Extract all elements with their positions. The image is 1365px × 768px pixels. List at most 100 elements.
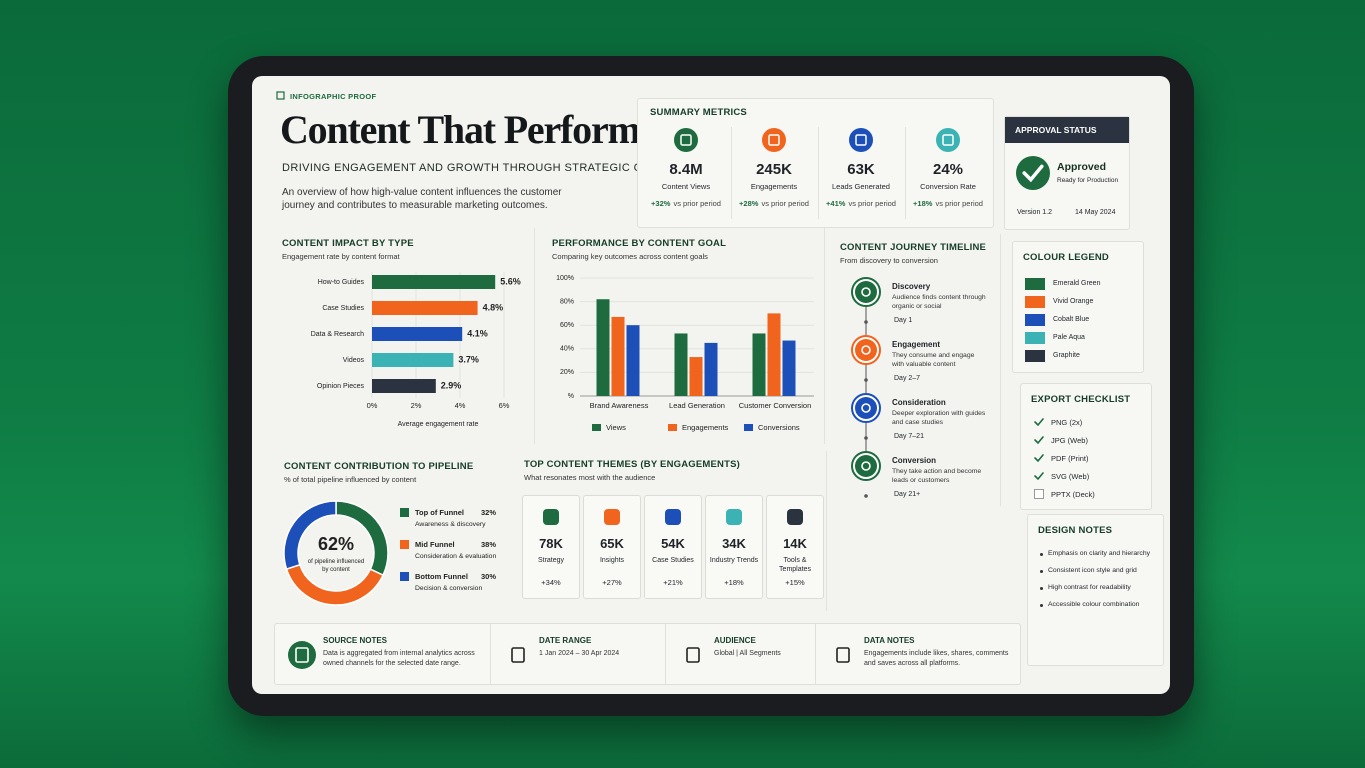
step-text: They consume and engage with valuable co… [892, 352, 975, 368]
metric-change-note: vs prior period [673, 199, 721, 208]
panel-title: TOP CONTENT THEMES (BY ENGAGEMENTS) [524, 459, 741, 470]
graphic [762, 128, 786, 152]
theme-card: 54K Case Studies +21% [644, 495, 702, 599]
graphic [787, 509, 803, 525]
screen: INFOGRAPHIC PROOF Content That Performs DR… [252, 76, 1170, 694]
legend-label: Top of Funnel [415, 508, 464, 517]
step-day: Day 21+ [894, 491, 921, 498]
metric: 24% Conversion Rate +18% vs prior period [905, 127, 990, 219]
theme-label: Insights [599, 557, 625, 564]
legend-swatch [400, 572, 409, 581]
graphic [1034, 436, 1044, 445]
panel-title: SUMMARY METRICS [650, 107, 747, 118]
chart-subtitle: Comparing key outcomes across content go… [552, 252, 708, 261]
chart-subtitle: % of total pipeline influenced by conten… [284, 475, 417, 484]
metric-icon [762, 128, 786, 152]
y-tick-label: Data & Research [311, 331, 364, 338]
graphic [726, 509, 742, 525]
x-tick-label: 2% [411, 401, 422, 410]
bar [596, 299, 610, 396]
y-tick-label: Case Studies [322, 305, 364, 312]
panel-title: EXPORT CHECKLIST [1031, 394, 1131, 405]
graphic [1034, 472, 1044, 481]
timeline-panel: CONTENT JOURNEY TIMELINE From discovery t… [830, 234, 1001, 506]
bar [704, 342, 718, 396]
legend-label: Bottom Funnel [415, 572, 468, 581]
footer-icon-glyph [836, 647, 850, 663]
design-note: Accessible colour combination [1048, 601, 1140, 608]
footer-title: DATA NOTES [864, 636, 915, 645]
step-title: Conversion [892, 456, 937, 465]
graphic [1034, 489, 1044, 499]
footer-icon [288, 641, 316, 669]
legend-value: 38% [481, 540, 496, 549]
colour-name: Graphite [1053, 352, 1080, 359]
graphic [604, 509, 620, 525]
colour-swatch [1025, 350, 1045, 362]
theme-value: 54K [661, 536, 685, 551]
footer-icon-glyph [511, 647, 525, 663]
metric-change-note: vs prior period [761, 199, 809, 208]
footer-item: SOURCE NOTES Data is aggregated from inte… [275, 624, 490, 684]
approval-version: Version 1.2 [1017, 209, 1053, 216]
chart-panel: PERFORMANCE BY CONTENT GOAL Comparing key… [542, 228, 825, 444]
export-panel: EXPORT CHECKLIST PNG (2x) JPG (Web) PDF (Pr… [1020, 383, 1152, 510]
colour-name: Emerald Green [1053, 280, 1101, 287]
design-notes-panel: DESIGN NOTES Emphasis on clarity and hier… [1027, 514, 1164, 666]
step-day: Day 2–7 [894, 375, 921, 382]
y-tick-label: 80% [560, 298, 574, 305]
footer-item: DATA NOTES Engagements include likes, sha… [815, 624, 1021, 684]
step-dot [864, 378, 868, 382]
theme-icon [604, 509, 620, 525]
approval-detail: Ready for Production [1057, 177, 1119, 184]
y-tick-label: 20% [560, 369, 574, 376]
bar [372, 301, 478, 315]
metric-label: Content Views [661, 182, 711, 191]
checklist-item: PPTX (Deck) [1051, 490, 1095, 499]
panel-subtitle: What resonates most with the audience [524, 473, 656, 482]
metric: 245K Engagements +28% vs prior period [731, 127, 816, 219]
tag-icon [276, 91, 285, 100]
metric-value: 24% [932, 161, 964, 178]
metric: 8.4M Content Views +32% vs prior period [644, 127, 728, 219]
theme-change: +27% [602, 578, 622, 587]
footer-item: AUDIENCE Global | All Segments [665, 624, 816, 684]
footer-title: SOURCE NOTES [323, 636, 388, 645]
graphic: 0% 2% 4% 6% How-to Guides 5.6% Case Studies 4.8… [311, 272, 521, 428]
theme-card: 14K Tools & Templates +15% [766, 495, 824, 599]
bar [372, 379, 436, 393]
donut-center-text: of pipeline influenced by content [308, 559, 364, 573]
legend-description: Awareness & discovery [415, 521, 486, 528]
chart-title: PERFORMANCE BY CONTENT GOAL [552, 238, 727, 249]
metric-change-value: +41% [826, 199, 846, 208]
checklist-item: PNG (2x) [1051, 418, 1083, 427]
metric-icon-glyph [942, 134, 954, 146]
graphic [1034, 454, 1044, 463]
approval-panel: APPROVAL STATUS Approved Ready for Product… [1004, 116, 1130, 230]
colour-name: Cobalt Blue [1053, 316, 1090, 323]
colour-legend-panel: COLOUR LEGEND Emerald Green Vivid Orange Co… [1012, 241, 1144, 373]
metric-value: 63K [847, 161, 875, 178]
metric-change: +28% vs prior period [732, 199, 816, 208]
metric-change: +18% vs prior period [906, 199, 990, 208]
legend-swatch [592, 424, 601, 431]
metric-icon-glyph [768, 134, 780, 146]
y-tick-label: 40% [560, 346, 574, 353]
bar [752, 333, 766, 396]
panel-title: COLOUR LEGEND [1023, 252, 1109, 263]
legend-label: Views [606, 423, 626, 432]
step-text: Deeper exploration with guides and case … [892, 410, 986, 426]
theme-label: Industry Trends [709, 557, 759, 564]
theme-icon [787, 509, 803, 525]
legend-value: 30% [481, 572, 496, 581]
theme-icon [726, 509, 742, 525]
theme-label: Tools & Templates [779, 557, 811, 573]
step-icon-glyph [861, 461, 871, 471]
graphic [543, 509, 559, 525]
step-icon [855, 397, 877, 419]
theme-label: Case Studies [652, 557, 694, 564]
metric-value: 8.4M [669, 161, 703, 178]
check-icon [1022, 164, 1044, 183]
graphic [288, 641, 316, 669]
donut-segment [283, 500, 337, 571]
